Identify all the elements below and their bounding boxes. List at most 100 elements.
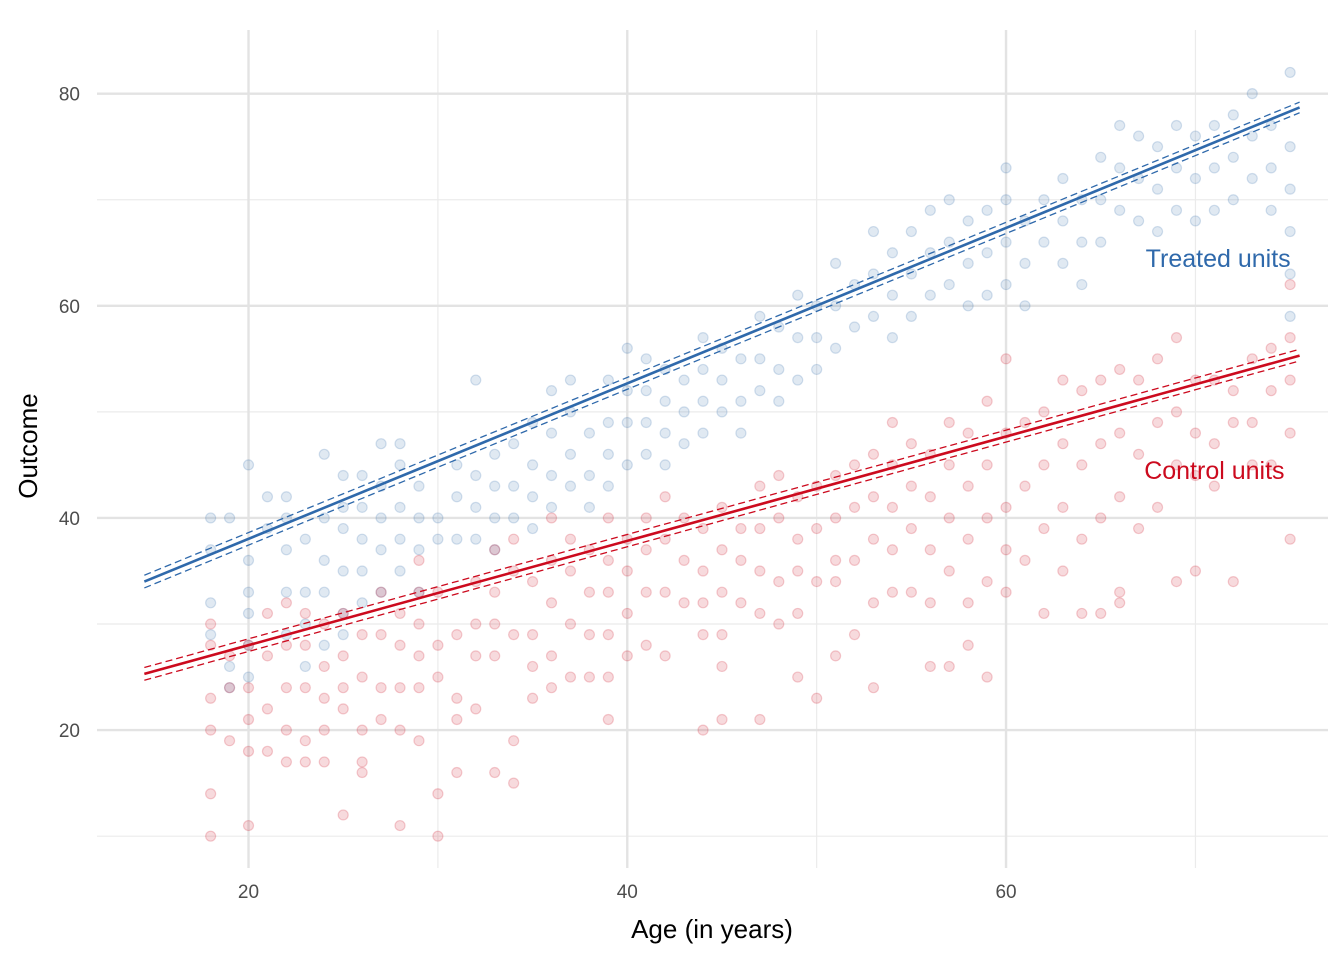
control-point	[981, 395, 993, 407]
control-point	[1057, 501, 1069, 513]
control-point	[394, 682, 406, 694]
control-point	[242, 713, 255, 726]
treated-point	[1076, 278, 1088, 291]
control-point	[1114, 586, 1126, 598]
x-tick-label: 40	[617, 882, 638, 903]
y-axis-title: Outcome	[13, 393, 43, 499]
control-point	[583, 629, 596, 641]
treated-point	[489, 544, 501, 556]
control-point	[1284, 533, 1296, 545]
control-point	[697, 629, 709, 641]
treated-point	[1095, 236, 1107, 248]
major-gridlines	[97, 30, 1328, 868]
control-point	[602, 512, 614, 524]
control-point	[1057, 438, 1069, 450]
control-point	[640, 544, 652, 556]
treated-point	[886, 289, 899, 301]
treated-point	[545, 469, 558, 482]
treated-point	[886, 332, 899, 344]
control-point	[1076, 459, 1088, 471]
control-point	[792, 607, 804, 620]
control-point	[545, 597, 558, 609]
treated-point	[1019, 257, 1031, 269]
treated-point	[489, 512, 501, 524]
control-series-label: Control units	[1144, 457, 1284, 485]
treated-point	[1227, 109, 1239, 121]
control-point	[1246, 353, 1258, 365]
control-point	[413, 682, 425, 694]
control-point	[716, 544, 728, 556]
treated-point	[299, 660, 311, 673]
treated-point	[1208, 162, 1220, 174]
control-point	[564, 565, 577, 577]
treated-point	[375, 544, 387, 556]
treated-point	[280, 491, 292, 503]
control-point	[754, 480, 766, 492]
control-point	[432, 671, 444, 683]
treated-point	[242, 586, 255, 598]
control-point	[1133, 374, 1145, 386]
treated-point	[545, 427, 558, 439]
treated-point	[318, 554, 330, 566]
control-fit-line	[144, 354, 1300, 676]
treated-point	[1057, 172, 1069, 185]
control-point	[1151, 501, 1164, 513]
control-point	[867, 448, 880, 460]
control-point	[924, 544, 936, 556]
control-point	[413, 735, 425, 747]
treated-point	[697, 332, 709, 344]
treated-point	[867, 310, 880, 323]
treated-point	[451, 533, 463, 545]
control-point	[413, 618, 425, 630]
fit-lines	[143, 101, 1301, 681]
treated-point	[716, 406, 728, 418]
control-point	[223, 735, 236, 747]
control-point	[867, 682, 880, 694]
treated-point	[356, 565, 368, 577]
control-point	[337, 650, 349, 662]
control-point	[962, 533, 974, 545]
control-point	[205, 618, 217, 630]
control-point	[261, 607, 274, 620]
control-point	[678, 597, 690, 609]
y-tick-label: 20	[59, 721, 80, 742]
treated-point	[697, 363, 709, 376]
treated-point	[1114, 204, 1126, 216]
control-point	[1038, 406, 1050, 418]
treated-point	[337, 469, 349, 482]
control-point	[886, 586, 899, 598]
treated-point	[526, 459, 539, 471]
control-point	[1284, 278, 1296, 291]
control-point	[943, 660, 955, 673]
control-point	[280, 724, 292, 736]
treated-point	[1019, 300, 1031, 312]
control-point	[621, 650, 633, 662]
control-point	[489, 650, 501, 662]
treated-point	[1284, 141, 1296, 153]
control-point	[943, 416, 955, 429]
treated-point	[602, 448, 614, 460]
treated-point	[640, 448, 652, 460]
treated-point	[356, 597, 368, 609]
control-point	[583, 586, 596, 598]
treated-point	[356, 501, 368, 513]
control-point	[564, 618, 577, 630]
control-point	[621, 565, 633, 577]
control-point	[1114, 363, 1126, 376]
treated-point	[640, 353, 652, 365]
treated-point	[735, 353, 747, 365]
treated-point	[905, 310, 917, 323]
treated-point	[432, 533, 444, 545]
control-point	[867, 491, 880, 503]
control-point	[205, 724, 217, 736]
control-point	[1284, 427, 1296, 439]
treated-point	[602, 480, 614, 492]
treated-point	[1000, 194, 1012, 206]
treated-point	[470, 501, 482, 513]
treated-point	[318, 586, 330, 598]
control-point	[1038, 459, 1050, 471]
treated-point	[451, 459, 463, 471]
treated-point	[1246, 88, 1258, 100]
control-point	[545, 512, 558, 524]
treated-point	[1170, 204, 1183, 216]
